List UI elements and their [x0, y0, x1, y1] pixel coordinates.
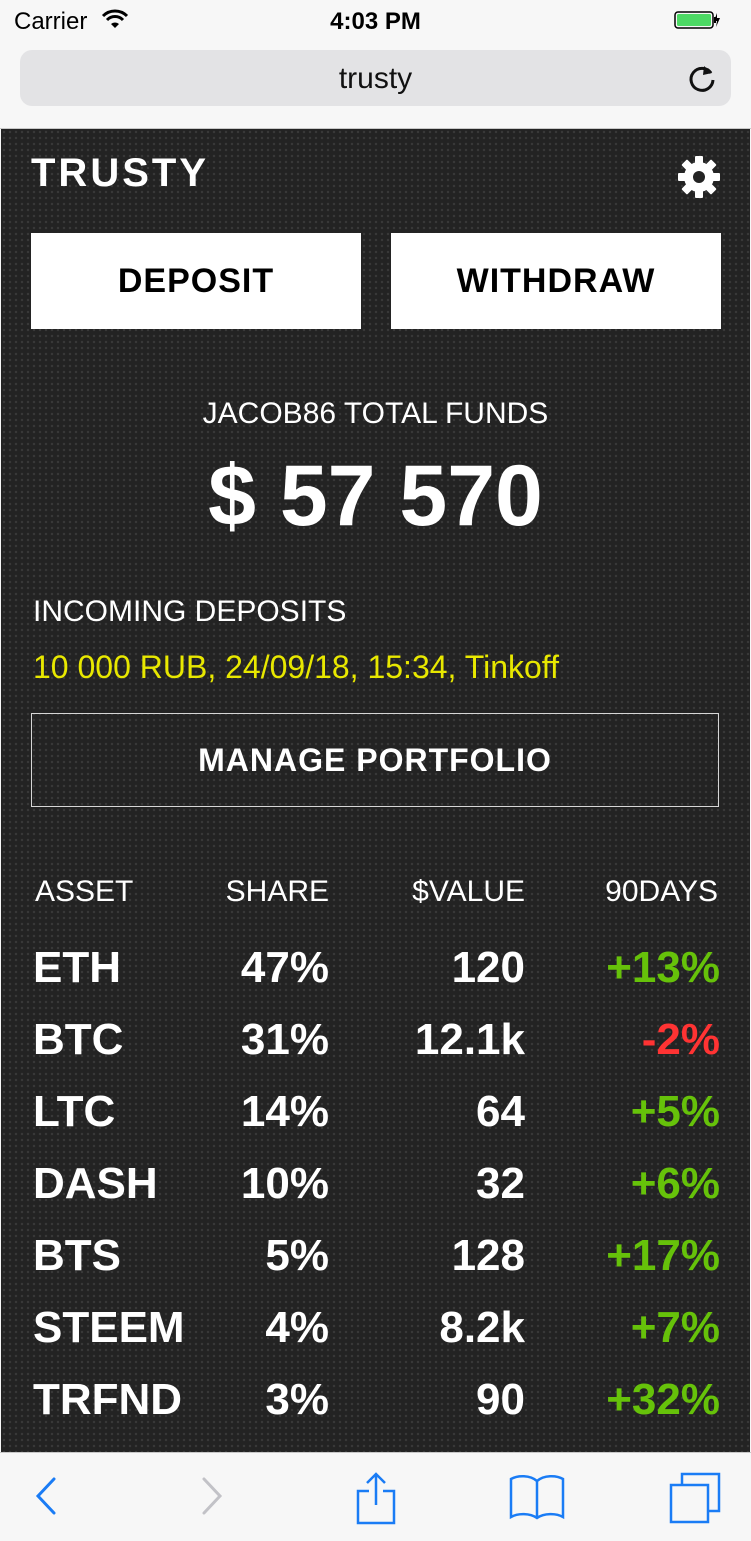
asset-value: 90	[476, 1375, 525, 1424]
table-row[interactable]: BTC 31% 12.1k -2%	[1, 1007, 750, 1079]
total-funds-label: JACOB86 TOTAL FUNDS	[202, 397, 549, 430]
asset-change: +6%	[630, 1159, 720, 1208]
asset-name: DASH	[33, 1159, 158, 1208]
reload-icon[interactable]	[684, 60, 720, 96]
gear-icon[interactable]	[677, 155, 721, 199]
asset-value: 32	[476, 1159, 525, 1208]
wifi-icon	[101, 9, 129, 28]
asset-value: 120	[451, 943, 525, 992]
table-row[interactable]: LTC 14% 64 +5%	[1, 1079, 750, 1151]
share-icon[interactable]	[355, 1471, 397, 1525]
asset-change: +13%	[606, 943, 720, 992]
url-text: trusty	[338, 62, 413, 95]
portfolio-table-header: ASSET SHARE $VALUE 90DAYS	[1, 875, 750, 915]
status-bar: Carrier 4:03 PM	[0, 0, 751, 40]
asset-change: +32%	[606, 1375, 720, 1424]
deposit-button[interactable]: DEPOSIT	[31, 233, 361, 329]
incoming-deposit-item: 10 000 RUB, 24/09/18, 15:34, Tinkoff	[33, 649, 559, 685]
browser-toolbar	[0, 1452, 751, 1541]
asset-share: 10%	[240, 1159, 329, 1208]
asset-share: 3%	[265, 1375, 329, 1424]
divider	[0, 128, 751, 129]
asset-change: +5%	[630, 1087, 720, 1136]
back-icon[interactable]	[32, 1471, 60, 1521]
asset-share: 14%	[240, 1087, 329, 1136]
asset-name: STEEM	[33, 1303, 185, 1352]
withdraw-button[interactable]: WITHDRAW	[391, 233, 721, 329]
asset-share: 5%	[265, 1231, 329, 1280]
status-time: 4:03 PM	[330, 8, 421, 35]
asset-value: 64	[476, 1087, 525, 1136]
asset-name: BTS	[33, 1231, 121, 1280]
manage-portfolio-button[interactable]: MANAGE PORTFOLIO	[31, 713, 719, 807]
asset-change: -2%	[641, 1015, 720, 1064]
asset-name: LTC	[33, 1087, 116, 1136]
total-funds-value: $ 57 570	[208, 448, 543, 544]
asset-change: +7%	[630, 1303, 720, 1352]
table-row[interactable]: TRFND 3% 90 +32%	[1, 1367, 750, 1439]
asset-value: 8.2k	[439, 1303, 525, 1352]
app-content: TRUSTY DEPOSIT WITHDRAW JACOB86 TOTAL FU…	[1, 129, 750, 1452]
forward-icon[interactable]	[198, 1471, 226, 1521]
app-logo: TRUSTY	[31, 151, 209, 195]
asset-name: ETH	[33, 943, 121, 992]
asset-value: 128	[451, 1231, 525, 1280]
header-share: SHARE	[225, 875, 329, 908]
tabs-icon[interactable]	[668, 1471, 722, 1525]
incoming-deposits-label: INCOMING DEPOSITS	[33, 595, 347, 628]
asset-change: +17%	[606, 1231, 720, 1280]
portfolio-table: ETH 47% 120 +13% BTC 31% 12.1k -2% LTC 1…	[1, 935, 750, 1439]
battery-icon	[674, 11, 720, 29]
asset-share: 31%	[240, 1015, 329, 1064]
table-row[interactable]: BTS 5% 128 +17%	[1, 1223, 750, 1295]
carrier-label: Carrier	[14, 8, 88, 35]
table-row[interactable]: DASH 10% 32 +6%	[1, 1151, 750, 1223]
asset-share: 4%	[265, 1303, 329, 1352]
header-value: $VALUE	[412, 875, 525, 908]
asset-value: 12.1k	[414, 1015, 525, 1064]
bookmarks-icon[interactable]	[508, 1471, 566, 1521]
asset-name: TRFND	[33, 1375, 183, 1424]
address-bar[interactable]: trusty	[20, 50, 731, 106]
table-row[interactable]: ETH 47% 120 +13%	[1, 935, 750, 1007]
asset-share: 47%	[240, 943, 329, 992]
header-asset: ASSET	[35, 875, 134, 908]
asset-name: BTC	[33, 1015, 124, 1064]
header-90days: 90DAYS	[605, 875, 718, 908]
table-row[interactable]: STEEM 4% 8.2k +7%	[1, 1295, 750, 1367]
